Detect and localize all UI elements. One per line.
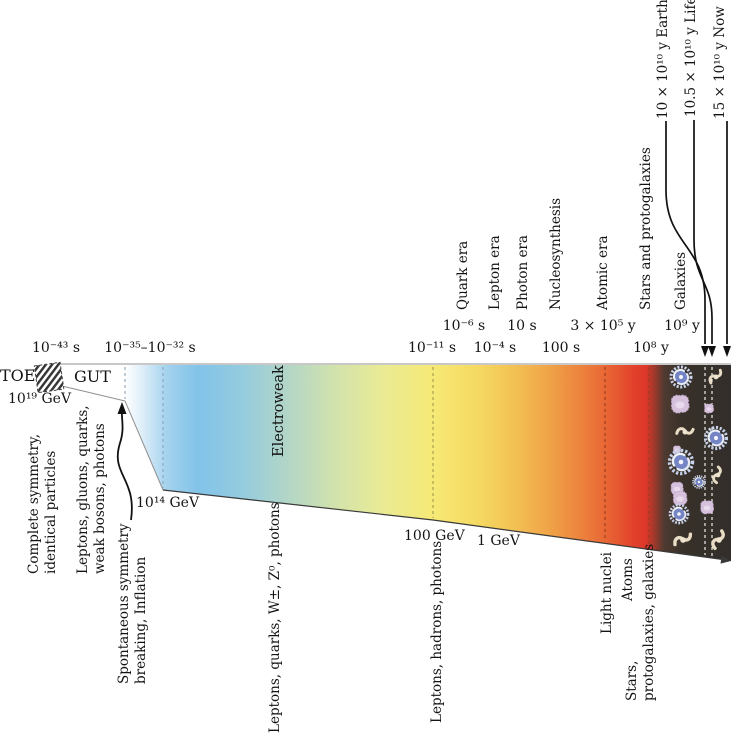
content-hadron-particles: Leptons, hadrons, photons — [429, 540, 445, 723]
time-label-1e-4s: 10⁻⁴ s — [473, 340, 517, 356]
toe-hatched-box — [33, 361, 65, 394]
era-label-nucleosynthesis: Nucleosynthesis — [548, 197, 564, 310]
energy-gut-label: 10¹⁴ GeV — [136, 495, 200, 511]
time-label-1e-35s: 10⁻³⁵–10⁻³² s — [104, 340, 196, 356]
toe-label: TOE — [0, 366, 36, 385]
time-label-1e9y: 10⁹ y — [664, 318, 700, 334]
time-axis-arrowhead — [720, 555, 731, 564]
era-label-atomic: Atomic era — [595, 235, 611, 310]
energy-electroweak-label: 100 GeV — [404, 528, 465, 544]
life-arrow — [693, 120, 713, 344]
future-marker-arrows — [665, 120, 728, 344]
gut-label: GUT — [74, 367, 111, 386]
era-label-lepton: Lepton era — [487, 235, 503, 310]
marker-label-life: 10.5 × 10¹⁰ y Life — [683, 0, 699, 117]
content-gut-particles: Leptons, gluons, quarks, weak bosons, ph… — [75, 405, 108, 574]
band-bottom-edge — [162, 489, 724, 561]
era-label-photon: Photon era — [515, 235, 531, 310]
time-label-3e5y: 3 × 10⁵ y — [570, 318, 636, 334]
content-stars-galaxies: Stars, protogalaxies, galaxies — [624, 543, 657, 701]
era-label-stars-protogalaxies: Stars and protogalaxies — [638, 147, 654, 310]
time-label-1e-11s: 10⁻¹¹ s — [407, 340, 457, 356]
content-electroweak-particles: Leptons, quarks, W±, Z⁰, photons — [267, 502, 283, 733]
electroweak-label: Electroweak — [271, 365, 287, 457]
future-marker-arrowheads — [701, 346, 731, 357]
gut-funnel-bottom-edge — [61, 385, 126, 402]
marker-label-earth: 10 × 10¹⁰ y Earth — [655, 0, 671, 119]
inflation-arrow — [116, 409, 133, 521]
inflation-expansion-edge — [124, 400, 164, 491]
content-inflation: Spontaneous symmetry breaking, Inflation — [116, 523, 149, 684]
era-label-galaxies: Galaxies — [673, 251, 689, 310]
era-boundary-dashes — [124, 367, 713, 556]
time-label-1e8y: 10⁸ y — [633, 340, 669, 356]
time-label-1e-43s: 10⁻⁴³ s — [31, 340, 81, 356]
content-complete-symmetry: Complete symmetry, identical particles — [26, 433, 59, 574]
time-label-100s: 100 s — [541, 340, 581, 356]
earth-arrow — [665, 121, 706, 344]
content-light-nuclei: Light nuclei — [599, 552, 615, 634]
time-label-1e-6s: 10⁻⁶ s — [442, 318, 486, 334]
energy-planck-label: 10¹⁹ GeV — [8, 391, 72, 407]
cosmic-band — [125, 365, 731, 561]
energy-quark-label: 1 GeV — [477, 533, 520, 549]
time-label-10s: 10 s — [507, 318, 537, 334]
inflation-arrowhead — [117, 402, 127, 414]
era-label-quark: Quark era — [455, 240, 471, 310]
marker-label-now: 15 × 10¹⁰ y Now — [712, 6, 728, 119]
